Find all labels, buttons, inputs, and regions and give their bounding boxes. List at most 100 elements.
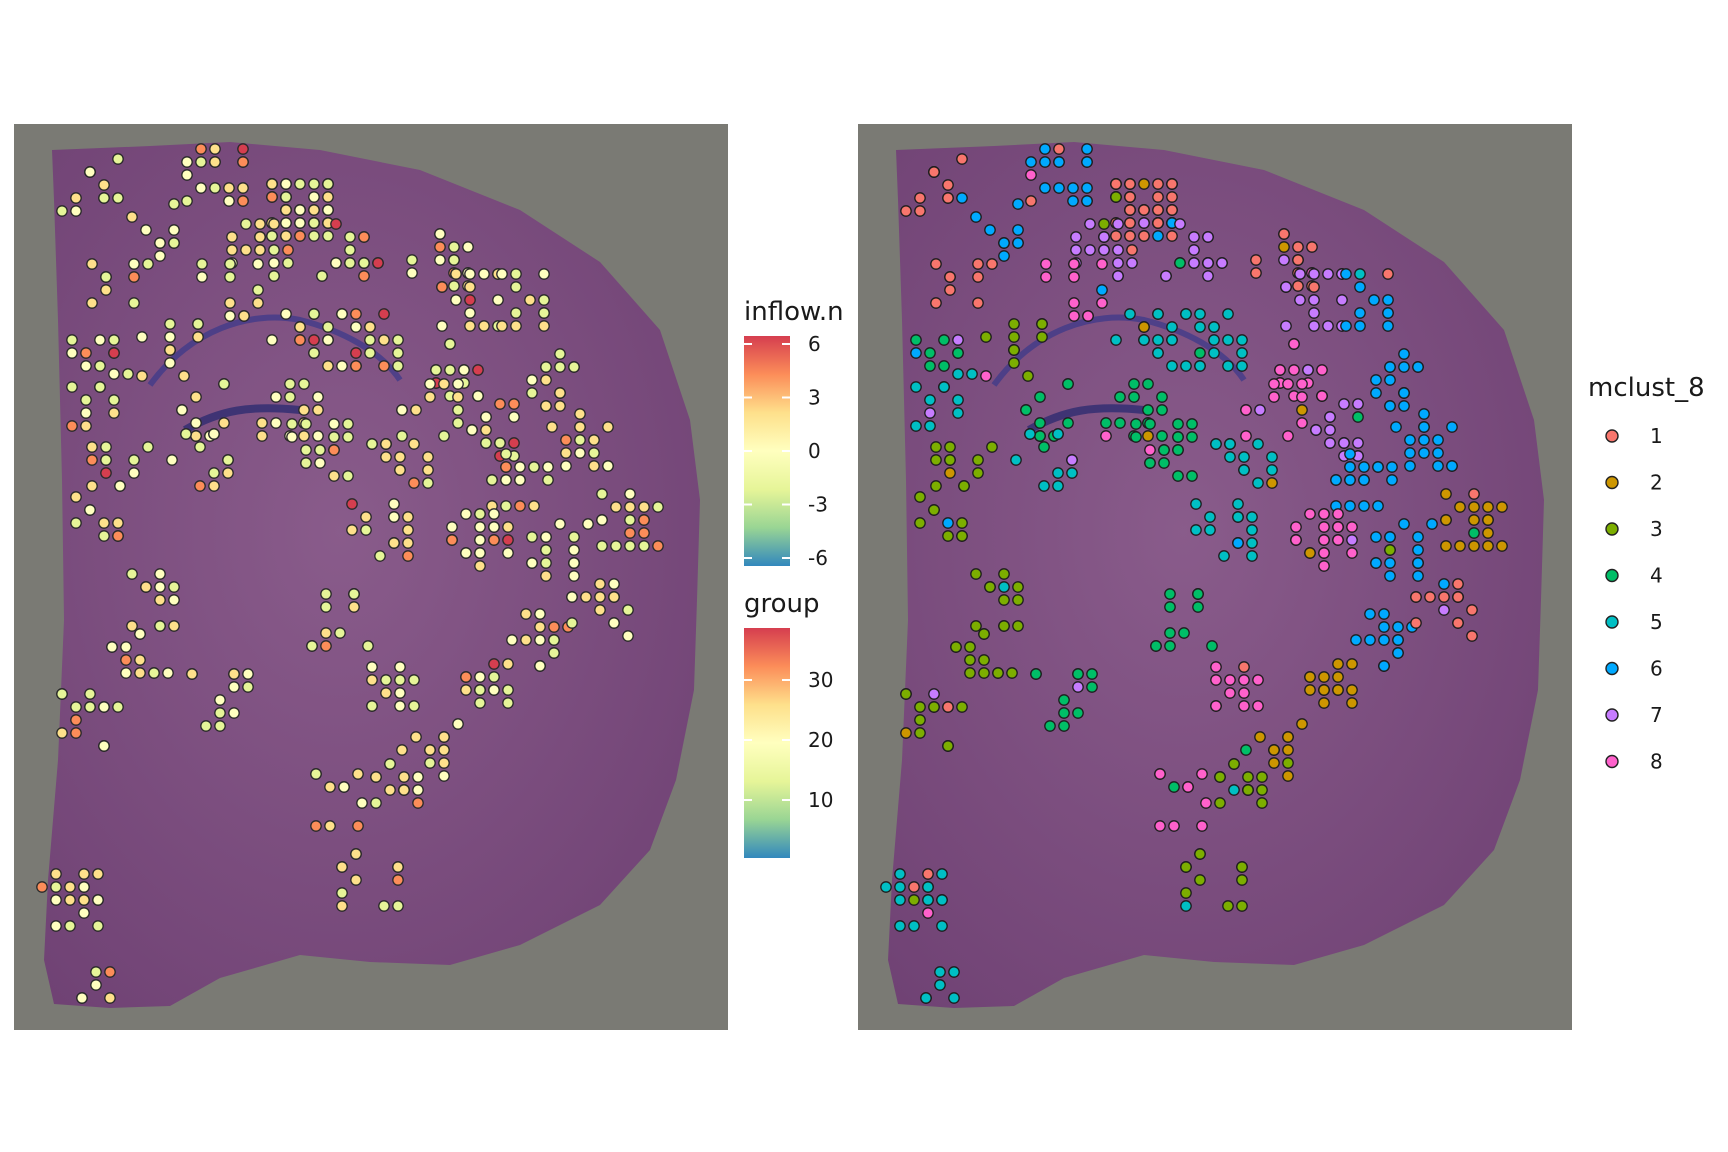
left-spot: [540, 374, 552, 386]
right-spot: [1172, 431, 1184, 443]
right-spot: [1330, 474, 1342, 486]
right-spot: [1202, 270, 1214, 282]
right-spot: [1039, 182, 1051, 194]
left-spot: [112, 701, 124, 713]
left-spot: [168, 620, 180, 632]
left-spot: [94, 360, 106, 372]
right-spot: [1114, 391, 1126, 403]
right-spot: [1440, 488, 1452, 500]
left-spot: [446, 521, 458, 533]
left-spot: [84, 688, 96, 700]
right-spot: [992, 667, 1004, 679]
left-spot: [100, 467, 112, 479]
left-spot: [320, 627, 332, 639]
right-spot: [1304, 508, 1316, 520]
left-spot: [380, 451, 392, 463]
right-spot: [1210, 438, 1222, 450]
left-spot: [538, 320, 550, 332]
left-spot: [496, 268, 508, 280]
left-spot: [502, 534, 514, 546]
right-spot: [1224, 451, 1236, 463]
left-spot: [270, 391, 282, 403]
right-spot: [1398, 518, 1410, 530]
right-spot: [922, 868, 934, 880]
right-spot: [1188, 257, 1200, 269]
right-spot: [1180, 360, 1192, 372]
left-spot: [126, 568, 138, 580]
right-spot: [1236, 347, 1248, 359]
right-spot: [1370, 374, 1382, 386]
right-spot: [1322, 268, 1334, 280]
right-spot: [1058, 720, 1070, 732]
left-spot: [154, 568, 166, 580]
right-spot: [1036, 331, 1048, 343]
left-spot: [209, 156, 221, 168]
right-spot: [1008, 318, 1020, 330]
right-spot: [1208, 321, 1220, 333]
right-spot: [1324, 437, 1336, 449]
left-spot: [112, 530, 124, 542]
left-spot: [92, 894, 104, 906]
left-spot: [320, 640, 332, 652]
right-spot: [1358, 461, 1370, 473]
right-spot: [930, 454, 942, 466]
left-spot: [548, 621, 560, 633]
right-spot: [1067, 195, 1079, 207]
left-spot: [66, 334, 78, 346]
right-spot: [1332, 534, 1344, 546]
right-spot: [1438, 591, 1450, 603]
right-spot: [1482, 540, 1494, 552]
left-spot: [122, 368, 134, 380]
left-spot: [464, 320, 476, 332]
right-spot: [1306, 241, 1318, 253]
right-spot: [1468, 501, 1480, 513]
group-legend: group 30 20 10: [744, 589, 833, 858]
left-spot: [192, 331, 204, 343]
left-spot: [396, 404, 408, 416]
left-spot: [328, 418, 340, 430]
left-spot: [66, 420, 78, 432]
right-spot: [1454, 501, 1466, 513]
group-tick-label: 10: [808, 788, 833, 812]
right-spot: [1034, 391, 1046, 403]
left-spot: [142, 258, 154, 270]
left-spot: [350, 360, 362, 372]
right-spot: [1296, 391, 1308, 403]
left-spot: [112, 192, 124, 204]
right-spot: [930, 441, 942, 453]
right-spot: [1412, 531, 1424, 543]
inflow-tick-label: 3: [808, 386, 821, 410]
right-spot: [1098, 218, 1110, 230]
right-spot: [1354, 268, 1366, 280]
right-spot: [908, 894, 920, 906]
right-spot: [1358, 474, 1370, 486]
right-spot: [1308, 294, 1320, 306]
left-spot: [566, 591, 578, 603]
right-spot: [998, 250, 1010, 262]
left-spot: [624, 501, 636, 513]
right-spot: [1156, 430, 1168, 442]
right-spot: [1412, 570, 1424, 582]
right-spot: [1412, 557, 1424, 569]
left-spot: [280, 204, 292, 216]
right-spot: [1172, 418, 1184, 430]
right-spot: [914, 727, 926, 739]
right-spot: [1482, 501, 1494, 513]
left-spot: [256, 417, 268, 429]
left-spot: [268, 270, 280, 282]
right-spot: [1368, 294, 1380, 306]
left-spot: [66, 347, 78, 359]
right-spot: [1324, 411, 1336, 423]
right-spot: [1278, 228, 1290, 240]
left-spot: [528, 500, 540, 512]
left-spot: [438, 770, 450, 782]
left-spot: [80, 394, 92, 406]
left-spot: [181, 169, 193, 181]
right-spot: [1304, 684, 1316, 696]
left-spot: [306, 640, 318, 652]
right-spot: [1316, 390, 1328, 402]
right-spot: [1438, 578, 1450, 590]
left-spot: [514, 500, 526, 512]
right-spot: [1354, 320, 1366, 332]
left-spot: [237, 143, 249, 155]
